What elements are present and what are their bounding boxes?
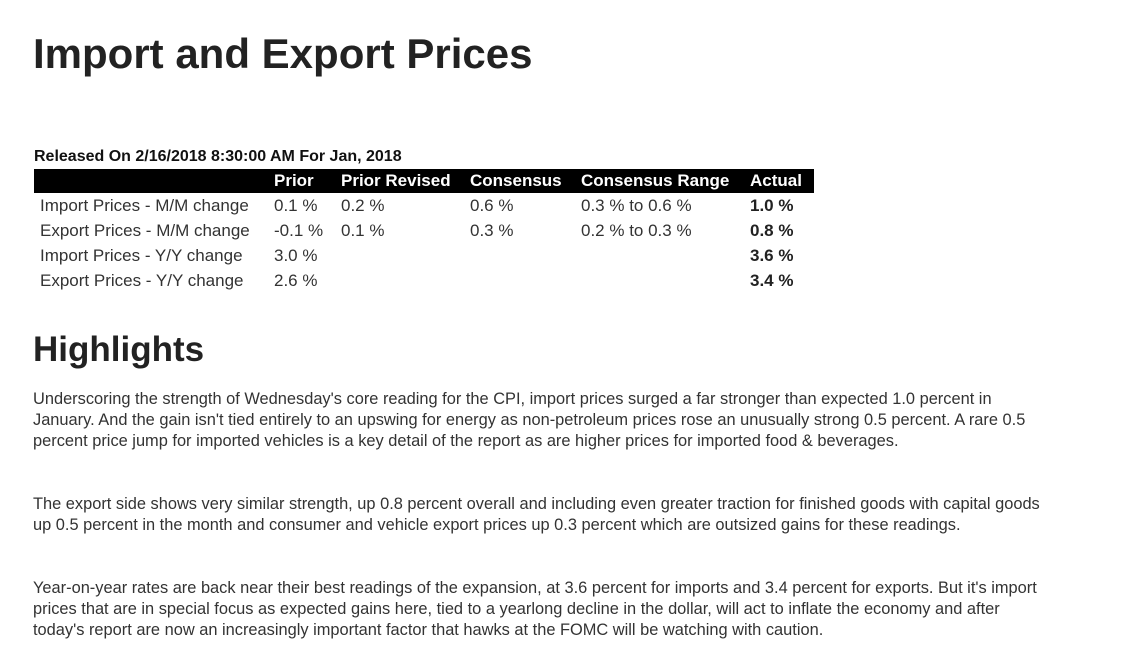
cell-consensus-range bbox=[581, 243, 750, 268]
cell-consensus-range: 0.3 % to 0.6 % bbox=[581, 193, 750, 218]
cell-prior: 2.6 % bbox=[274, 268, 341, 293]
table-row: Import Prices - Y/Y change 3.0 % 3.6 % bbox=[34, 243, 814, 268]
cell-prior-revised bbox=[341, 268, 470, 293]
cell-consensus bbox=[470, 243, 581, 268]
cell-consensus-range bbox=[581, 268, 750, 293]
cell-consensus bbox=[470, 268, 581, 293]
header-actual: Actual bbox=[750, 169, 814, 193]
highlights-paragraph: Underscoring the strength of Wednesday's… bbox=[33, 389, 1043, 452]
cell-prior: -0.1 % bbox=[274, 218, 341, 243]
cell-prior-revised: 0.2 % bbox=[341, 193, 470, 218]
page-title: Import and Export Prices bbox=[33, 28, 532, 80]
table-header-row: Prior Prior Revised Consensus Consensus … bbox=[34, 169, 814, 193]
cell-actual: 3.4 % bbox=[750, 268, 814, 293]
row-label: Export Prices - M/M change bbox=[34, 218, 274, 243]
cell-actual: 3.6 % bbox=[750, 243, 814, 268]
cell-prior-revised bbox=[341, 243, 470, 268]
indicator-table: Prior Prior Revised Consensus Consensus … bbox=[34, 169, 814, 293]
table-row: Export Prices - Y/Y change 2.6 % 3.4 % bbox=[34, 268, 814, 293]
cell-prior-revised: 0.1 % bbox=[341, 218, 470, 243]
cell-consensus: 0.6 % bbox=[470, 193, 581, 218]
row-label: Export Prices - Y/Y change bbox=[34, 268, 274, 293]
release-info: Released On 2/16/2018 8:30:00 AM For Jan… bbox=[34, 147, 402, 167]
row-label: Import Prices - Y/Y change bbox=[34, 243, 274, 268]
highlights-paragraph: Year-on-year rates are back near their b… bbox=[33, 578, 1043, 641]
header-prior-revised: Prior Revised bbox=[341, 169, 470, 193]
highlights-paragraph: The export side shows very similar stren… bbox=[33, 494, 1043, 536]
cell-actual: 0.8 % bbox=[750, 218, 814, 243]
header-label bbox=[34, 169, 274, 193]
cell-consensus: 0.3 % bbox=[470, 218, 581, 243]
cell-prior: 0.1 % bbox=[274, 193, 341, 218]
table-row: Import Prices - M/M change 0.1 % 0.2 % 0… bbox=[34, 193, 814, 218]
header-prior: Prior bbox=[274, 169, 341, 193]
row-label: Import Prices - M/M change bbox=[34, 193, 274, 218]
cell-consensus-range: 0.2 % to 0.3 % bbox=[581, 218, 750, 243]
header-consensus-range: Consensus Range bbox=[581, 169, 750, 193]
table-row: Export Prices - M/M change -0.1 % 0.1 % … bbox=[34, 218, 814, 243]
highlights-title: Highlights bbox=[33, 328, 204, 372]
header-consensus: Consensus bbox=[470, 169, 581, 193]
cell-actual: 1.0 % bbox=[750, 193, 814, 218]
cell-prior: 3.0 % bbox=[274, 243, 341, 268]
